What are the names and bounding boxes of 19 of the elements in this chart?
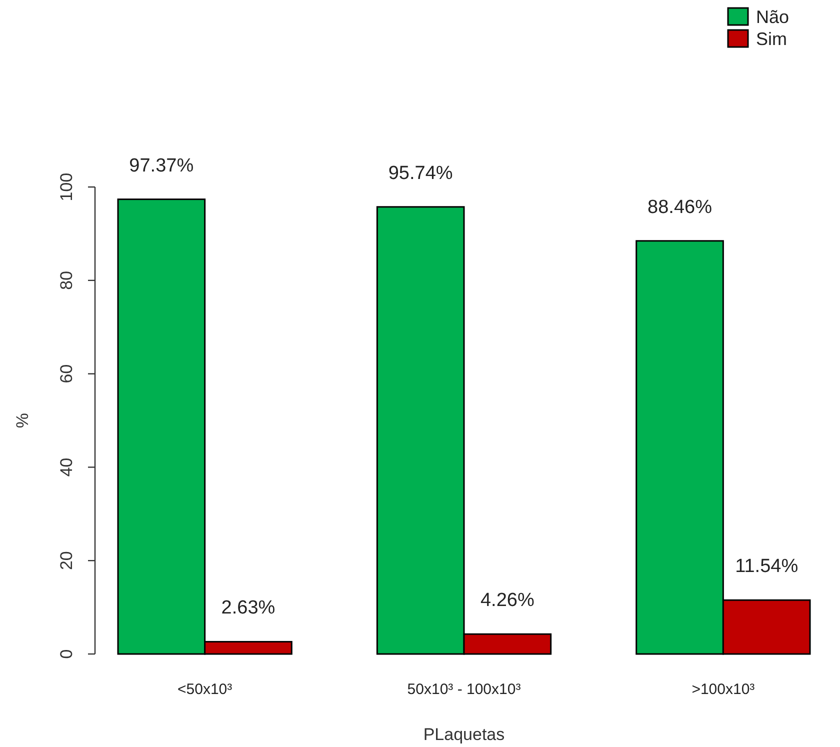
data-label: 97.37% xyxy=(129,155,194,176)
y-tick-label: 40 xyxy=(57,458,76,477)
x-tick-label: <50x10³ xyxy=(178,681,232,698)
x-tick-label: >100x10³ xyxy=(692,681,755,698)
x-tick-label: 50x10³ - 100x10³ xyxy=(407,681,521,698)
legend-label: Sim xyxy=(756,29,787,49)
data-label: 11.54% xyxy=(735,556,798,578)
y-tick-label: 100 xyxy=(57,172,76,202)
y-tick-label: 80 xyxy=(57,270,76,290)
y-tick-label: 20 xyxy=(57,551,76,570)
data-label: 2.63% xyxy=(221,598,276,619)
data-label: 88.46% xyxy=(648,196,712,218)
legend-label: Não xyxy=(756,7,790,27)
x-axis-title: PLaquetas xyxy=(423,725,505,744)
y-tick-label: 0 xyxy=(57,649,76,659)
y-tick-label: 60 xyxy=(57,364,76,384)
data-label: 4.26% xyxy=(480,590,534,612)
y-axis-title: % xyxy=(13,412,32,428)
data-label: 95.74% xyxy=(388,162,453,184)
